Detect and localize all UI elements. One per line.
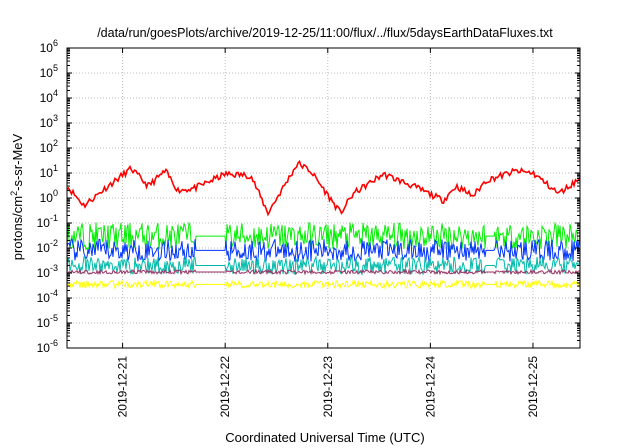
y-tick-base: 10 (40, 91, 54, 105)
y-tick-label: 10-5 (37, 313, 58, 330)
y-tick-base: 10 (37, 341, 51, 355)
y-tick-label: 10-3 (37, 263, 58, 280)
y-tick-base: 10 (37, 316, 51, 330)
y-tick-exp: 6 (53, 38, 58, 48)
y-tick-base: 10 (40, 191, 54, 205)
y-tick-base: 10 (37, 241, 51, 255)
x-tick-label: 2019-12-24 (423, 356, 437, 418)
y-label-sup: 2 (9, 191, 19, 196)
series-line (66, 237, 581, 263)
series-line (66, 278, 581, 291)
y-label-rest: -s-sr-MeV (10, 133, 25, 190)
x-tick-label: 2019-12-23 (321, 356, 335, 418)
y-tick-label: 10-4 (37, 288, 58, 305)
y-tick-label: 10-1 (37, 213, 58, 230)
x-axis-label: Coordinated Universal Time (UTC) (225, 430, 424, 445)
y-tick-base: 10 (37, 291, 51, 305)
x-tick-label: 2019-12-25 (526, 356, 540, 418)
y-tick-exp: 2 (53, 138, 58, 148)
y-tick-exp: 5 (53, 63, 58, 73)
y-tick-exp: -3 (50, 263, 58, 273)
y-tick-label: 10-6 (37, 338, 58, 355)
y-tick-label: 10-2 (37, 238, 58, 255)
y-tick-label: 103 (40, 113, 58, 130)
y-label-base: protons/cm (10, 196, 25, 260)
series-line (66, 221, 581, 251)
series-group (66, 159, 581, 291)
y-tick-exp: -1 (50, 213, 58, 223)
y-tick-base: 10 (40, 116, 54, 130)
y-tick-exp: 0 (53, 188, 58, 198)
x-tick-label: 2019-12-22 (218, 356, 232, 418)
y-tick-label: 101 (40, 163, 58, 180)
y-tick-base: 10 (40, 41, 54, 55)
y-tick-exp: -2 (50, 238, 58, 248)
y-axis-label: protons/cm2-s-sr-MeV (9, 133, 25, 260)
y-tick-label: 100 (40, 188, 58, 205)
y-tick-label: 106 (40, 38, 58, 55)
y-tick-label: 102 (40, 138, 58, 155)
series-line (66, 268, 581, 276)
x-axis: 2019-12-21 2019-12-22 2019-12-23 2019-12-24… (116, 48, 540, 417)
y-tick-base: 10 (37, 216, 51, 230)
series-line (66, 255, 581, 277)
y-tick-exp: 4 (53, 88, 58, 98)
y-tick-exp: -4 (50, 288, 58, 298)
y-tick-base: 10 (40, 141, 54, 155)
y-tick-exp: -5 (50, 313, 58, 323)
y-tick-exp: 1 (53, 163, 58, 173)
series-line (66, 159, 581, 217)
plot-frame (66, 47, 581, 349)
y-tick-base: 10 (40, 66, 54, 80)
y-tick-exp: 3 (53, 113, 58, 123)
y-tick-base: 10 (40, 166, 54, 180)
grid (67, 48, 580, 348)
y-axis: 10-610-510-410-310-210-11001011021031041… (37, 38, 580, 355)
chart-title: /data/run/goesPlots/archive/2019-12-25/1… (97, 26, 553, 40)
y-tick-label: 104 (40, 88, 58, 105)
y-tick-label: 105 (40, 63, 58, 80)
x-tick-label: 2019-12-21 (116, 356, 130, 418)
y-tick-exp: -6 (50, 338, 58, 348)
y-tick-base: 10 (37, 266, 51, 280)
